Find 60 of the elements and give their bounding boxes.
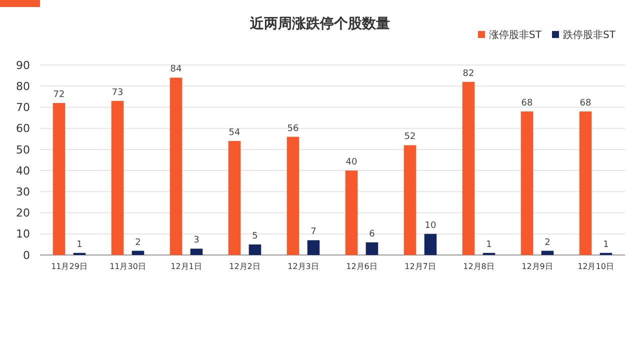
bar [307,240,320,255]
bar [190,248,203,255]
y-tick-label: 20 [16,206,30,220]
x-tick-label: 12月10日 [578,262,614,271]
y-tick-label: 80 [16,80,30,93]
x-tick-label: 12月2日 [229,262,260,271]
x-tick-label: 12月1日 [170,262,202,271]
y-tick-label: 60 [16,122,30,136]
bar [424,234,437,255]
data-label: 73 [112,88,124,98]
x-tick-label: 12月3日 [288,262,319,271]
bar [132,250,144,255]
y-tick-label: 0 [23,248,30,262]
data-label: 56 [287,124,300,134]
data-label: 82 [462,68,474,79]
x-tick-label: 12月7日 [404,262,436,271]
data-label: 72 [53,90,65,100]
data-label: 84 [170,64,182,75]
data-label: 1 [603,240,609,250]
chart-title: 近两周涨跌停个股数量 [249,15,390,32]
y-tick-label: 70 [16,101,30,114]
bar [579,111,592,255]
legend-label: 涨停股非ST [489,29,542,41]
y-tick-label: 40 [16,164,30,178]
data-label: 2 [135,238,141,248]
y-tick-label: 90 [16,58,30,72]
data-label: 2 [544,238,550,248]
data-label: 68 [521,98,534,108]
data-label: 52 [404,132,416,142]
bar [366,242,378,255]
x-tick-label: 12月6日 [346,262,378,271]
x-tick-label: 11月30日 [110,262,146,271]
x-tick-label: 11月29日 [51,262,88,271]
data-label: 10 [424,220,436,231]
legend-label: 跌停股非ST [563,29,616,41]
data-label: 3 [194,236,200,246]
bar [404,145,416,255]
bar [462,82,475,255]
data-label: 7 [310,227,316,238]
data-label: 5 [252,231,258,242]
data-label: 40 [346,158,358,168]
data-label: 1 [76,240,82,250]
x-tick-label: 12月9日 [522,262,553,271]
x-tick-label: 12月8日 [463,262,494,271]
bar [52,103,66,255]
data-label: 68 [580,98,592,108]
bar [111,100,124,255]
bar [286,136,300,255]
bar [228,141,241,255]
bar [345,170,358,255]
bar [541,250,554,255]
data-label: 6 [369,229,376,240]
y-tick-label: 10 [16,228,30,241]
bar [170,78,182,255]
bar [248,244,262,255]
data-label: 1 [486,240,492,250]
bar [520,111,534,255]
data-label: 54 [228,128,241,138]
y-tick-label: 50 [16,143,30,156]
y-tick-label: 30 [16,186,30,199]
